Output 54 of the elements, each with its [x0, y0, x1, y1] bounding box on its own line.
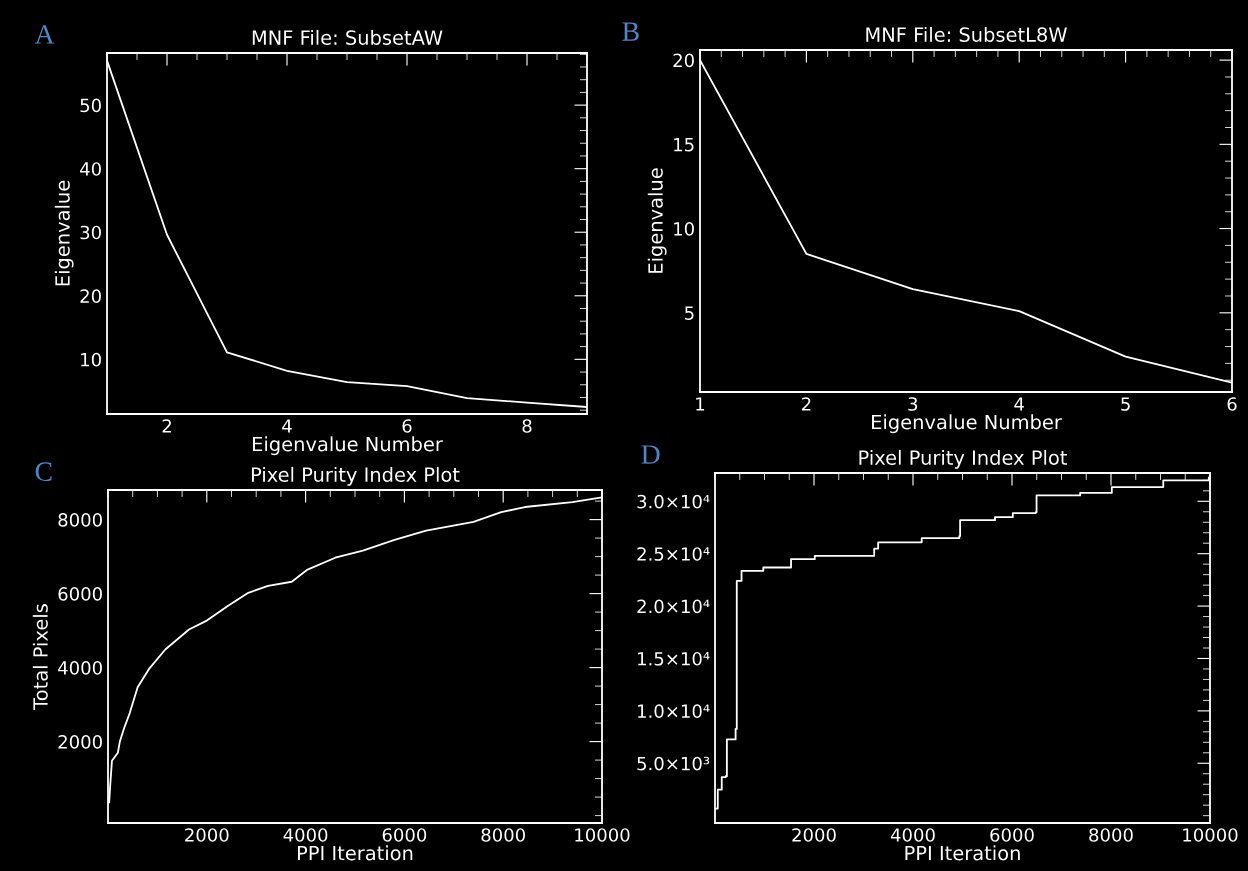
x-tick-label: 5 [1121, 397, 1130, 411]
y-tick-label: 30 [80, 225, 101, 240]
x-tick-label: 6 [402, 419, 412, 433]
y-axis-title: Eigenvalue [54, 180, 74, 286]
y-tick-label: 50 [80, 98, 101, 113]
y-tick-label: 1.0×10⁴ [638, 704, 710, 718]
x-tick-label: 2000 [792, 828, 836, 842]
text: D [641, 445, 660, 464]
y-tick-label: 10 [81, 352, 101, 367]
x-axis-title: Eigenvalue Number [872, 414, 1062, 434]
x-tick-label: 8 [522, 419, 532, 433]
y-tick-label: 15 [674, 138, 694, 152]
x-tick-label: 4000 [890, 828, 935, 842]
chart-title: Pixel Purity Index Plot [251, 466, 460, 486]
y-tick-label: 2.5×10⁴ [637, 547, 710, 561]
x-tick-label: 4000 [283, 828, 328, 842]
x-tick-label: 2 [162, 419, 171, 433]
y-tick-label: 4000 [58, 661, 102, 675]
x-axis-title: Eigenvalue Number [253, 436, 443, 456]
chart-title: MNF File: SubsetAW [252, 29, 443, 45]
y-tick-label: 5.0×10³ [637, 756, 710, 771]
y-tick-label: 20 [80, 289, 101, 303]
y-tick-label: 8000 [58, 513, 102, 527]
x-tick-label: 2000 [185, 828, 229, 842]
x-tick-label: 8000 [1089, 828, 1133, 842]
chart-title: Pixel Purity Index Plot [859, 449, 1067, 469]
x-tick-label: 10000 [575, 828, 630, 842]
x-tick-label: 6 [1227, 397, 1237, 411]
x-axis-title: PPI Iteration [905, 845, 1020, 861]
x-tick-label: 6000 [382, 828, 427, 842]
x-axis-title: PPI Iteration [297, 845, 413, 861]
y-tick-label: 2000 [58, 735, 102, 749]
y-axis-title: Eigenvalue [647, 168, 667, 273]
y-tick-label: 1.5×10⁴ [638, 651, 710, 666]
y-tick-label: 10 [674, 222, 694, 236]
x-tick-label: 4 [1014, 397, 1024, 411]
y-axis-title: Total Pixels [32, 604, 48, 710]
y-tick-label: 6000 [58, 587, 102, 601]
y-tick-label: 20 [673, 53, 694, 68]
x-tick-label: 1 [696, 397, 705, 411]
text: B [622, 22, 639, 41]
x-tick-label: 3 [908, 397, 918, 411]
text: A [34, 25, 55, 44]
y-tick-label: 2.0×10⁴ [637, 599, 710, 614]
x-tick-label: 6000 [990, 828, 1034, 842]
x-tick-label: 4 [282, 419, 292, 433]
y-tick-label: 40 [80, 162, 101, 176]
y-tick-label: 5 [685, 306, 694, 320]
x-tick-label: 10000 [1183, 828, 1238, 842]
text: C [35, 462, 52, 482]
x-tick-label: 2 [801, 397, 811, 411]
y-tick-label: 3.0×10⁴ [637, 494, 710, 509]
chart-title: MNF File: SubsetL8W [866, 26, 1067, 42]
x-tick-label: 8000 [481, 828, 525, 842]
